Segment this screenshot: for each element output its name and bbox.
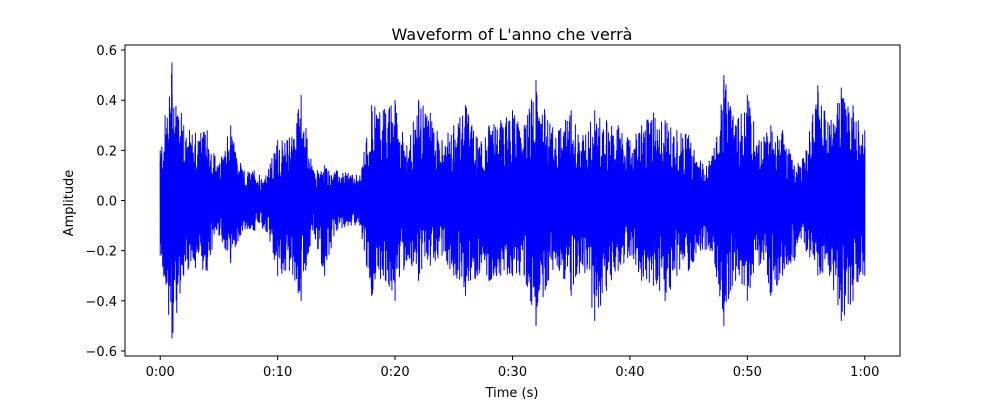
- x-tick-label: 0:40: [615, 365, 644, 380]
- x-tick-label: 0:10: [263, 365, 292, 380]
- y-tick-label: 0.6: [96, 44, 117, 59]
- y-tick-label: −0.2: [85, 245, 117, 260]
- x-tick-label: 1:00: [850, 365, 879, 380]
- y-tick-label: −0.6: [85, 345, 117, 360]
- plot-area: [159, 62, 866, 339]
- y-tick-label: 0.2: [96, 144, 117, 159]
- axes: 0:00 0:10 0:20 0:30 0:40 0:50 1:00 0.6 0.4 0.2 0.0…: [85, 44, 901, 380]
- x-tick-label: 0:50: [733, 365, 762, 380]
- x-axis-label: Time (s): [485, 386, 539, 400]
- x-tick-label: 0:00: [146, 365, 175, 380]
- y-axis-label: Amplitude: [62, 170, 77, 237]
- y-tick-label: 0.4: [96, 94, 117, 109]
- y-tick-label: 0.0: [96, 195, 117, 210]
- chart-title: Waveform of L'anno che verrà: [392, 25, 633, 44]
- x-tick-label: 0:20: [380, 365, 409, 380]
- x-tick-label: 0:30: [498, 365, 527, 380]
- y-tick-label: −0.4: [85, 295, 117, 310]
